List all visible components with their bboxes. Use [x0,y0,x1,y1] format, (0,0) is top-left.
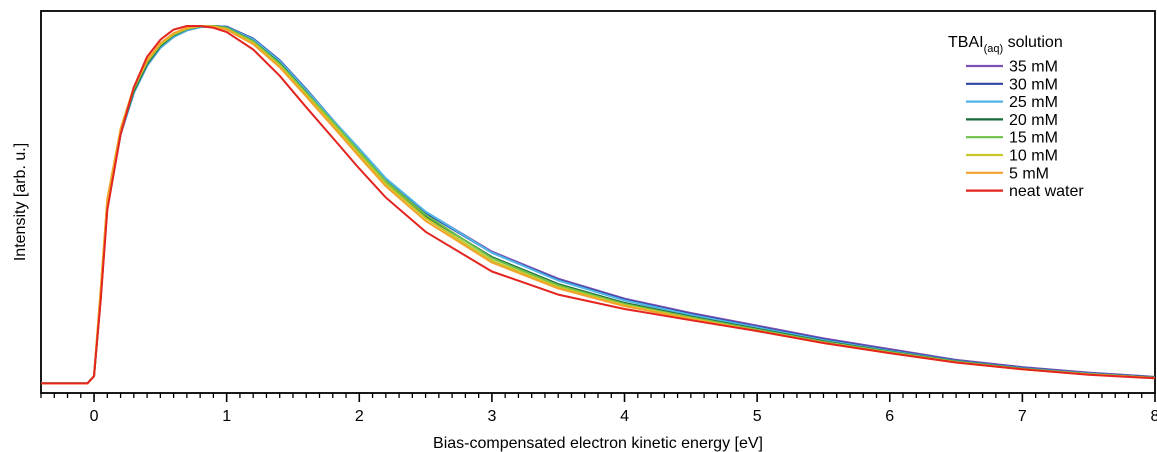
plot-frame [40,10,1156,394]
legend-title-sub: (aq) [984,43,1004,55]
x-tick-label: 7 [1018,408,1027,425]
series-line-neat-water [41,25,1156,385]
legend-title-rest: solution [1003,34,1063,51]
legend-label: 5 mM [1009,165,1049,182]
series-line-5-mm [41,25,1156,385]
x-tick-label: 5 [753,408,762,425]
series-line-15-mm [41,25,1156,385]
series-lines [41,25,1156,385]
legend-label: neat water [1009,183,1084,200]
legend-label: 10 mM [1009,148,1058,165]
series-line-25-mm [41,25,1156,385]
x-tick-label: 6 [885,408,894,425]
legend-label: 20 mM [1009,112,1058,129]
y-axis-title: Intensity [arb. u.] [12,143,29,261]
x-tick-label: 1 [222,408,231,425]
x-axis-title: Bias-compensated electron kinetic energy… [433,435,763,452]
series-line-20-mm [41,25,1156,385]
x-tick-label: 8 [1151,408,1157,425]
legend-label: 30 mM [1009,76,1058,93]
x-tick-label: 2 [355,408,364,425]
x-tick-label: 4 [620,408,629,425]
x-axis-ticks [40,393,1156,402]
x-tick-labels: 0 1 2 3 4 5 6 7 8 [90,408,1157,425]
legend-label: 15 mM [1009,130,1058,147]
legend-title: TBAI(aq) solution [948,34,1063,55]
x-tick-label: 3 [487,408,496,425]
legend-label: 25 mM [1009,94,1058,111]
x-tick-label: 0 [90,408,99,425]
series-line-10-mm [41,25,1156,385]
legend-title-main: TBAI [948,34,984,51]
legend-label: 35 mM [1009,59,1058,76]
series-line-35-mm [41,25,1156,385]
series-line-30-mm [41,25,1156,385]
